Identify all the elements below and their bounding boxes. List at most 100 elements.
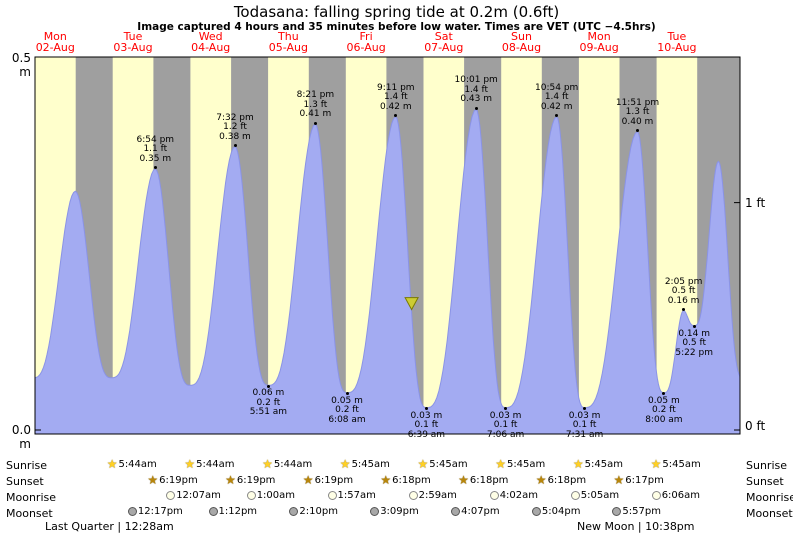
- day-label: Tue 10-Aug: [657, 30, 697, 54]
- astro-time-label: 1:00am: [256, 490, 296, 501]
- moonrise-event: 1:00am: [246, 490, 296, 501]
- current-time-marker: [404, 297, 419, 311]
- moonrise-moon-icon: [651, 491, 661, 500]
- astro-time-label: 2:59am: [418, 490, 457, 501]
- sunset-star-icon: ★: [535, 473, 547, 487]
- moonset-moon-icon: [289, 507, 299, 516]
- astro-time-label: 5:45am: [506, 458, 546, 470]
- tide-high-annotation: 11:51 pm 1.3 ft 0.40 m: [615, 97, 660, 127]
- sunrise-event: ★ 5:45am: [418, 458, 468, 470]
- astro-time-label: 3:09pm: [380, 506, 419, 517]
- sunrise-star-icon: ★: [106, 457, 118, 471]
- tide-high-annotation: 10:54 pm 1.4 ft 0.42 m: [535, 82, 579, 112]
- sunrise-event: ★ 5:45am: [495, 458, 545, 470]
- moonrise-event: 1:57am: [327, 490, 376, 501]
- astro-row-label-moonset-right: Moonset: [746, 507, 793, 520]
- sunrise-star-icon: ★: [184, 457, 196, 471]
- sunrise-event: ★ 5:45am: [340, 458, 390, 470]
- plot-border: [34, 56, 741, 435]
- moonrise-event: 4:02am: [489, 490, 539, 501]
- astro-row-label-moonrise-left: Moonrise: [6, 491, 56, 504]
- astro-time-label: 5:04pm: [541, 506, 581, 517]
- page-subtitle: Image captured 4 hours and 35 minutes be…: [137, 21, 656, 33]
- astro-row-label-moonset-left: Moonset: [6, 507, 53, 520]
- day-label: Wed 04-Aug: [191, 30, 231, 54]
- y-axis-label-bottom-m: 0.0 m: [11, 423, 31, 451]
- astro-time-label: 5:45am: [584, 458, 623, 470]
- moonrise-event: 2:59am: [408, 490, 457, 501]
- tide-area: [35, 109, 740, 434]
- moonrise-moon-icon: [489, 491, 499, 500]
- sunrise-star-icon: ★: [572, 457, 584, 471]
- tide-low-annotation: 0.06 m 0.2 ft 5:51 am: [249, 388, 288, 418]
- astro-row-label-sunset-left: Sunset: [6, 475, 44, 488]
- moonset-event: 5:04pm: [531, 506, 581, 517]
- sunset-star-icon: ★: [302, 473, 314, 487]
- tide-high-annotation: 10:01 pm 1.4 ft 0.43 m: [454, 75, 498, 105]
- sunrise-event: ★ 5:44am: [107, 458, 157, 470]
- sunset-event: ★ 6:18pm: [536, 474, 586, 486]
- sunrise-event: ★ 5:44am: [184, 458, 234, 470]
- tide-extreme-dot: [474, 106, 478, 110]
- day-label: Sat 07-Aug: [424, 30, 464, 54]
- astro-time-label: 6:06am: [661, 490, 701, 501]
- tide-extreme-dot: [636, 129, 639, 133]
- astro-row-label-moonrise-right: Moonrise: [746, 491, 793, 504]
- tide-extreme-dot: [583, 407, 587, 411]
- tide-high-annotation: 7:32 pm 1.2 ft 0.38 m: [216, 112, 254, 142]
- y-axis-label-bottom-ft: 0 ft: [745, 419, 766, 433]
- moonset-event: 1:12pm: [208, 506, 258, 517]
- tide-extreme-dot: [682, 308, 686, 312]
- sunset-event: ★ 6:19pm: [225, 474, 275, 486]
- moonrise-event: 5:05am: [570, 490, 619, 501]
- astro-time-label: 5:45am: [429, 458, 468, 470]
- astro-time-label: 6:18pm: [469, 474, 509, 486]
- sunrise-star-icon: ★: [417, 457, 429, 471]
- astro-time-label: 6:19pm: [159, 474, 198, 486]
- footer-last-quarter: Last Quarter | 12:28am: [45, 520, 174, 533]
- tide-extreme-dot: [394, 114, 398, 118]
- tide-extreme-dot: [424, 407, 428, 411]
- sunrise-star-icon: ★: [495, 457, 506, 471]
- astro-time-label: 5:45am: [351, 458, 390, 470]
- astro-time-label: 12:07am: [176, 490, 221, 501]
- moonrise-moon-icon: [570, 491, 580, 500]
- tide-low-annotation: 0.05 m 0.2 ft 6:08 am: [328, 395, 366, 425]
- astro-time-label: 5:45am: [662, 458, 701, 470]
- astro-time-label: 6:19pm: [314, 474, 354, 486]
- sunset-star-icon: ★: [380, 473, 392, 487]
- astro-time-label: 6:18pm: [392, 474, 431, 486]
- tide-high-annotation: 8:21 pm 1.3 ft 0.41 m: [296, 90, 335, 120]
- sunrise-event: ★ 5:44am: [262, 458, 312, 470]
- astro-time-label: 4:07pm: [461, 506, 500, 517]
- moonset-moon-icon: [531, 507, 541, 516]
- astro-time-label: 1:57am: [337, 490, 376, 501]
- moonrise-moon-icon: [408, 491, 418, 500]
- tide-high-annotation: 9:11 pm 1.4 ft 0.42 m: [377, 82, 415, 112]
- astro-row-label-sunset-right: Sunset: [746, 475, 784, 488]
- tide-high-annotation: 2:05 pm 0.5 ft 0.16 m: [664, 276, 703, 306]
- astro-time-label: 1:12pm: [218, 506, 258, 517]
- tide-extreme-dot: [153, 166, 157, 170]
- astro-row-label-sunrise-right: Sunrise: [746, 459, 788, 472]
- tide-low-annotation: 0.14 m 0.5 ft 5:22 pm: [675, 328, 713, 358]
- moonset-event: 3:09pm: [370, 506, 419, 517]
- moonrise-moon-icon: [327, 491, 337, 500]
- tide-extreme-dot: [266, 384, 270, 388]
- moonset-moon-icon: [127, 507, 137, 516]
- sunrise-star-icon: ★: [650, 457, 662, 471]
- astro-time-label: 4:02am: [499, 490, 539, 501]
- tide-extreme-dot: [662, 392, 666, 396]
- tide-extreme-dot: [345, 392, 349, 396]
- sunrise-event: ★ 5:45am: [651, 458, 701, 470]
- tide-low-annotation: 0.05 m 0.2 ft 8:00 am: [645, 395, 683, 425]
- day-label: Mon 09-Aug: [579, 30, 619, 54]
- sunset-star-icon: ★: [225, 473, 236, 487]
- sunset-star-icon: ★: [613, 473, 625, 487]
- sunset-event: ★ 6:19pm: [147, 474, 197, 486]
- day-label: Mon 02-Aug: [35, 30, 75, 54]
- astro-time-label: 6:18pm: [547, 474, 587, 486]
- moonrise-event: 6:06am: [651, 490, 701, 501]
- astro-time-label: 2:10pm: [299, 506, 338, 517]
- moonset-event: 5:57pm: [612, 506, 661, 517]
